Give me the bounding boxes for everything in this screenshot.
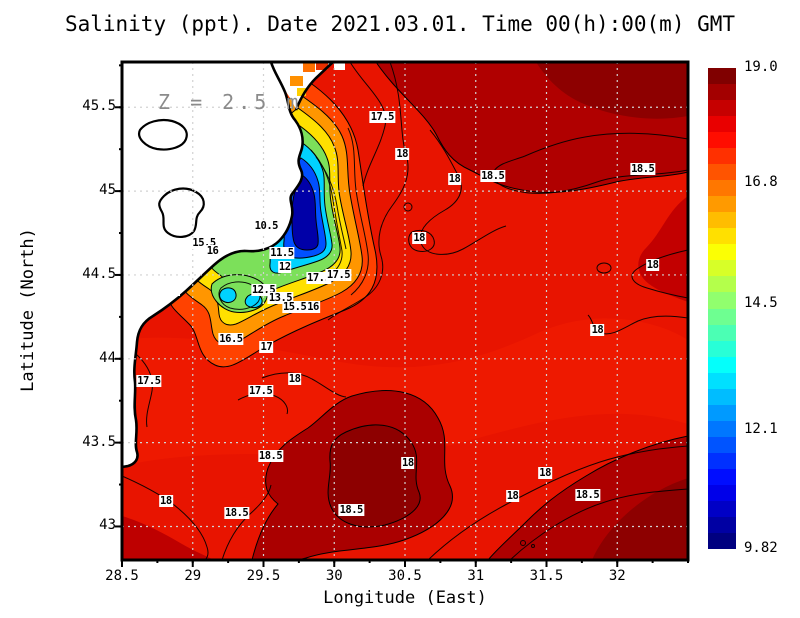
colorbar-band [708, 228, 736, 245]
y-axis-title: Latitude (North) [18, 228, 38, 392]
contour-label: 18.5 [480, 170, 506, 183]
contour-label: 17.5 [306, 272, 332, 285]
colorbar-band [708, 388, 736, 406]
colorbar-band [708, 292, 736, 309]
contour-label: 18.5 [223, 507, 250, 520]
x-tick-label: 29 [184, 568, 202, 584]
colorbar-band [708, 324, 736, 342]
axis-ticks [115, 64, 689, 567]
contour-label: 18 [401, 456, 415, 469]
colorbar-band [708, 468, 736, 486]
colorbar-band [708, 148, 736, 165]
depth-annotation: Z = 2.5 m [158, 90, 303, 114]
contour-label: 18 [505, 490, 520, 503]
y-tick-label: 44.5 [82, 265, 116, 282]
colorbar-band [708, 164, 736, 181]
colorbar-tick-label: 19.0 [744, 59, 778, 75]
contour-label: 18.5 [574, 488, 601, 501]
colorbar-band [708, 356, 736, 374]
y-tick-label: 43 [99, 517, 116, 534]
colorbar-tick-label: 14.5 [744, 294, 778, 311]
colorbar-tick-label: 16.8 [744, 174, 778, 191]
contour-label: 18 [287, 372, 302, 385]
colorbar-band [708, 244, 736, 261]
contour-label: 11.5 [269, 247, 295, 260]
contour-label: 16 [205, 245, 220, 258]
colorbar-band [708, 532, 736, 550]
colorbar-band [708, 484, 736, 502]
contour-label: 16.5 [218, 332, 244, 345]
colorbar-band [708, 340, 736, 358]
colorbar-band [708, 100, 736, 117]
contour-label: 18 [645, 258, 660, 271]
contour-label: 17.5 [136, 374, 162, 387]
x-tick-label: 32 [608, 568, 626, 584]
contour-label: 12 [277, 260, 292, 273]
y-tick-label: 45 [99, 182, 116, 199]
x-tick-label: 29.5 [246, 568, 281, 584]
colorbar-band [708, 404, 736, 422]
contour-label: 18.5 [338, 503, 364, 516]
contour-label: 17.5 [325, 268, 352, 281]
land-mass [120, 60, 304, 469]
colorbar-band [708, 436, 736, 454]
colorbar-band [708, 116, 736, 133]
colorbar-band [708, 196, 736, 213]
colorbar-band [708, 84, 736, 101]
x-tick-label: 30 [325, 568, 343, 584]
colorbar-band [708, 212, 736, 229]
x-tick-label: 31 [467, 568, 485, 584]
colorbar-band [708, 180, 736, 197]
contour-lines [121, 61, 689, 561]
contour-label: 17 [259, 341, 274, 354]
colorbar-band [708, 276, 736, 293]
x-axis-title: Longitude (East) [323, 588, 487, 608]
colorbar-tick-label: 12.1 [744, 420, 778, 437]
colorbar-band [708, 260, 736, 277]
x-tick-label: 28.5 [105, 568, 139, 584]
colorbar-tick-label: 9.82 [744, 540, 778, 556]
contour-label: 18 [159, 495, 173, 508]
contour-label: 10.5 [253, 220, 279, 233]
y-tick-label: 45.5 [82, 98, 116, 115]
contour-label: 18 [412, 232, 426, 245]
colorbar-band [708, 132, 736, 149]
contour-label: 18.5 [630, 163, 656, 176]
colorbar-band [708, 68, 736, 85]
x-tick-label: 31.5 [529, 568, 564, 584]
contour-label: 16 [306, 300, 320, 313]
contour-label: 18 [447, 173, 462, 186]
contour-label: 15.5 [281, 300, 308, 313]
contour-label: 18.5 [257, 450, 284, 463]
colorbar-band [708, 308, 736, 326]
contour-label: 18 [590, 324, 605, 337]
colorbar-band [708, 452, 736, 470]
chart-title: Salinity (ppt). Date 2021.03.01. Time 00… [64, 12, 736, 36]
contour-label: 17.5 [248, 384, 274, 397]
contour-label: 18 [538, 466, 552, 479]
y-tick-label: 44 [99, 349, 116, 366]
contour-label: 18 [395, 148, 409, 161]
colorbar-band [708, 516, 736, 534]
contour-label: 17.5 [369, 111, 396, 124]
land-coastline [120, 60, 345, 469]
y-tick-label: 43.5 [82, 433, 116, 450]
colorbar-band [708, 500, 736, 518]
x-tick-label: 30.5 [388, 568, 422, 584]
colorbar [708, 68, 736, 550]
colorbar-band [708, 372, 736, 390]
lagoon-outline [138, 118, 188, 151]
colorbar-band [708, 420, 736, 438]
